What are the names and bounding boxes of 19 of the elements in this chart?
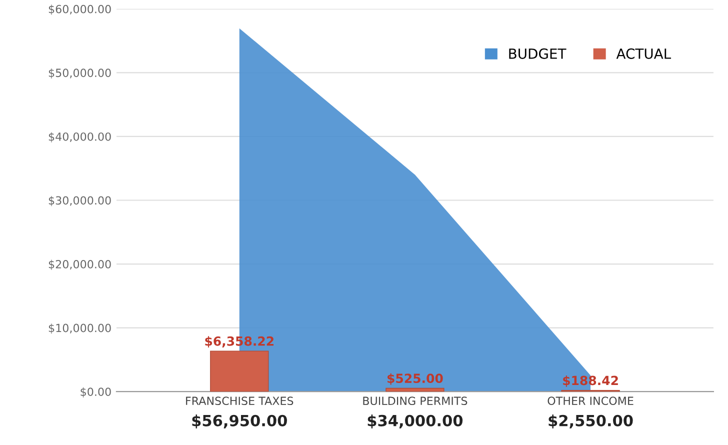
- y-tick-label: $40,000.00: [48, 132, 111, 142]
- data-label: $56,950.00: [192, 414, 287, 428]
- data-label: $525.00: [387, 373, 443, 385]
- legend-label: BUDGET: [509, 48, 566, 59]
- data-label: $34,000.00: [368, 414, 463, 428]
- y-tick-label: $20,000.00: [48, 260, 111, 270]
- data-label: $188.42: [563, 376, 618, 387]
- y-tick-label: $30,000.00: [48, 196, 111, 206]
- y-tick-label: $0.00: [80, 387, 111, 398]
- x-tick-label: BUILDING PERMITS: [363, 396, 468, 406]
- y-tick-label: $10,000.00: [48, 324, 111, 334]
- legend-label: ACTUAL: [616, 48, 672, 59]
- bar: [386, 388, 444, 392]
- y-tick-label: $60,000.00: [48, 4, 111, 15]
- x-tick-label: FRANSCHISE TAXES: [186, 396, 294, 406]
- bar: [210, 350, 269, 392]
- data-label: $2,550.00: [548, 414, 633, 428]
- y-tick-label: $50,000.00: [48, 68, 111, 79]
- x-tick-label: OTHER INCOME: [548, 396, 634, 406]
